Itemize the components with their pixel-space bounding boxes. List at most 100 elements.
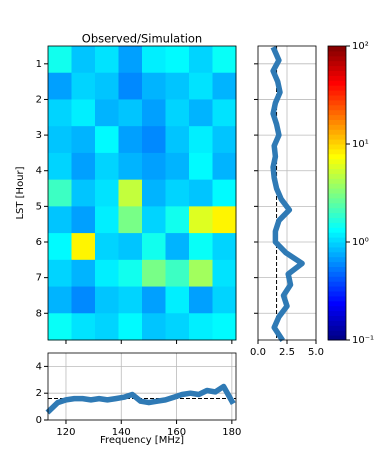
colorbar-tick-label: 10¹ [352, 139, 369, 150]
colorbar-slice [328, 168, 346, 174]
colorbar-slice [328, 95, 346, 101]
heatmap-cell [118, 126, 143, 154]
colorbar-slice [328, 256, 346, 263]
heatmap-cell [189, 259, 213, 288]
heatmap-cell [95, 46, 119, 74]
colorbar-slice [328, 134, 346, 140]
heatmap-cell [95, 206, 119, 234]
colorbar-slice [328, 129, 346, 135]
heatmap-cell [118, 313, 143, 341]
heatmap-cell [71, 179, 96, 207]
colorbar-slice [328, 124, 346, 130]
heatmap-cell [165, 46, 190, 74]
colorbar-slice [328, 148, 346, 155]
y-tick-label: 2 [36, 94, 42, 105]
heatmap-cell [165, 126, 190, 154]
heatmap-cell [95, 72, 119, 100]
heatmap-cell [48, 99, 72, 127]
y-tick-label: 3 [36, 130, 42, 141]
heatmap-cell [95, 259, 119, 288]
colorbar-tick-label: 10⁻¹ [352, 335, 374, 346]
heatmap-cell [142, 46, 166, 74]
heatmap-cell [165, 259, 190, 288]
data-line [270, 45, 305, 343]
colorbar-slice [328, 197, 346, 204]
heatmap-cell [189, 206, 213, 234]
colorbar-slice [328, 237, 346, 243]
colorbar-frame [327, 45, 347, 341]
heatmap-cell [165, 72, 190, 100]
colorbar-slice [328, 55, 346, 62]
y-tick-label: 0 [36, 415, 42, 426]
y-tick-label: 5 [36, 201, 42, 212]
heatmap-cell [95, 179, 119, 207]
heatmap-cell [212, 99, 237, 127]
heatmap-cell [189, 99, 213, 127]
heatmap-cell [95, 286, 119, 314]
heatmap-cell [118, 233, 143, 261]
heatmap-cell [212, 233, 237, 261]
heatmap-cell [165, 233, 190, 261]
y-tick-label: 4 [36, 166, 42, 177]
heatmap-cell [189, 126, 213, 154]
heatmap-cell [165, 286, 190, 314]
heatmap-cell [71, 126, 96, 154]
heatmap-cell [118, 99, 143, 127]
heatmap-cell [71, 152, 96, 181]
chart-title: Observed/Simulation [82, 32, 202, 46]
heatmap-cell [165, 99, 190, 127]
heatmap-cell [71, 233, 96, 261]
colorbar-slice [328, 261, 346, 267]
heatmap-cell [118, 72, 143, 100]
heatmap-cell [142, 179, 166, 207]
heatmap-cell [212, 46, 237, 74]
heatmap-cell [71, 286, 96, 314]
colorbar-slice [328, 222, 346, 228]
y-tick-label: 4 [36, 361, 42, 372]
heatmap-cell [48, 126, 72, 154]
colorbar-slice [328, 232, 346, 238]
colorbar-slice [328, 183, 346, 189]
y-tick-label: 7 [36, 273, 42, 284]
plot-frame [47, 45, 237, 341]
heatmap-cell [118, 286, 143, 314]
colorbar-slice [328, 119, 346, 125]
heatmap-cell [48, 152, 72, 181]
y-tick-label: 2 [36, 388, 42, 399]
x-tick-label: 2.5 [279, 347, 295, 358]
heatmap-cell [189, 313, 213, 341]
heatmap-cell [212, 259, 237, 288]
heatmap-cell [189, 179, 213, 207]
colorbar-slice [328, 193, 346, 199]
colorbar-slice [328, 163, 346, 169]
y-tick-label: 6 [36, 237, 42, 248]
x-axis-label: Frequency [MHz] [100, 435, 184, 446]
colorbar-slice [328, 60, 346, 67]
heatmap-cell [71, 99, 96, 127]
heatmap-cell [142, 126, 166, 154]
data-line [45, 383, 236, 415]
colorbar-slice [328, 320, 346, 326]
colorbar-tick-label: 10² [352, 41, 369, 52]
colorbar-slice [328, 207, 346, 214]
heatmap-cell [48, 206, 72, 234]
colorbar-slice [328, 227, 346, 233]
colorbar-slice [328, 271, 346, 277]
heatmap-cell [212, 313, 237, 341]
heatmap-cell [212, 206, 237, 234]
heatmap-cell [189, 286, 213, 314]
heatmap-cell [48, 46, 72, 74]
heatmap-cell [118, 206, 143, 234]
heatmap-cell [189, 46, 213, 74]
colorbar-slice [328, 50, 346, 57]
plot-frame [257, 45, 317, 341]
heatmap-cell [95, 152, 119, 181]
x-tick-label: 0.0 [250, 347, 266, 358]
heatmap-cell [189, 72, 213, 100]
colorbar-slice [328, 144, 346, 150]
plot-frame [47, 352, 237, 421]
heatmap-cell [212, 286, 237, 314]
heatmap-cell [212, 72, 237, 100]
heatmap-cell [48, 179, 72, 207]
